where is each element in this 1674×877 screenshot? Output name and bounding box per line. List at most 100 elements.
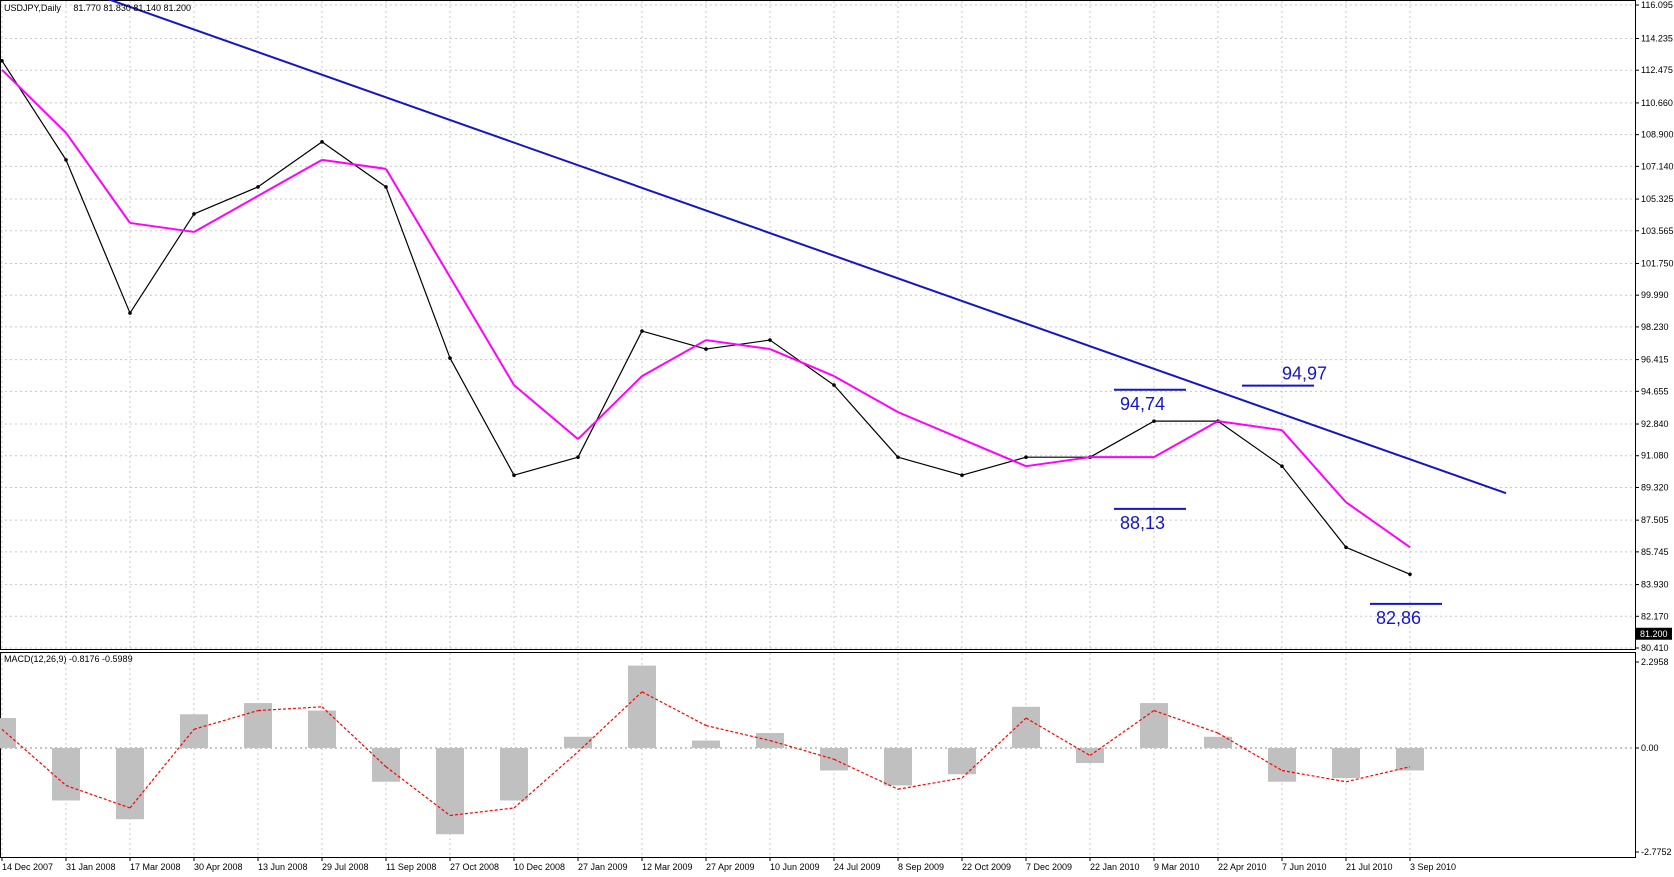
current-price-label: 81.200 [1640, 629, 1668, 639]
ma-segment [385, 168, 451, 278]
price-point [1344, 545, 1348, 550]
price-tick-label: 103.565 [1641, 226, 1674, 236]
macd-histogram-bar [1268, 748, 1296, 782]
price-segment [513, 456, 579, 476]
price-point [192, 212, 196, 216]
price-segment [833, 384, 899, 458]
price-tick-label: 96.415 [1641, 355, 1669, 365]
macd-signal-segment [385, 766, 451, 816]
macd-signal-segment [129, 728, 195, 809]
macd-histogram-bar [948, 748, 976, 775]
macd-histogram-bar [308, 710, 336, 749]
macd-signal-segment [193, 709, 259, 730]
date-tick-label: 21 Jul 2010 [1346, 862, 1393, 872]
price-tick-label: 110.660 [1641, 98, 1673, 108]
moving-average [1, 69, 1411, 549]
price-point [1152, 419, 1156, 423]
macd-histogram-bar [0, 718, 16, 749]
price-tick-label: 116.095 [1641, 0, 1673, 10]
date-tick-label: 27 Jan 2009 [578, 862, 628, 872]
price-point [1408, 572, 1412, 577]
current-price-box [1636, 627, 1672, 640]
price-segment [193, 186, 259, 215]
price-point [320, 140, 324, 144]
ma-segment [449, 276, 515, 386]
date-tick-label: 8 Sep 2009 [898, 862, 944, 872]
price-point [1280, 464, 1284, 468]
date-tick-label: 24 Jul 2009 [834, 862, 881, 872]
level-label: 82,86 [1376, 608, 1421, 628]
ma-segment [1153, 420, 1219, 459]
price-tick-label: 87.505 [1641, 515, 1669, 525]
macd-signal-segment [641, 691, 707, 727]
price-tick-label: 101.750 [1641, 258, 1674, 268]
date-tick-label: 17 Mar 2008 [130, 862, 181, 872]
date-tick-label: 30 Apr 2008 [194, 862, 243, 872]
macd-signal-segment [897, 777, 963, 790]
macd-histogram-bar [628, 665, 656, 749]
price-tick-label: 105.325 [1641, 194, 1674, 204]
macd-histogram-bar [564, 736, 592, 749]
date-tick-label: 27 Apr 2009 [706, 862, 755, 872]
ma-segment [1217, 420, 1283, 432]
date-tick-label: 14 Dec 2007 [2, 862, 53, 872]
price-tick-label: 89.320 [1641, 482, 1669, 492]
macd-histogram-bar [180, 714, 208, 749]
macd-histogram-bar [52, 748, 80, 801]
price-point [256, 185, 260, 189]
date-tick-label: 10 Jun 2009 [770, 862, 820, 872]
ma-segment [1281, 429, 1347, 503]
macd-group [0, 665, 1635, 835]
ma-segment [705, 339, 771, 351]
price-tick-label: 94.655 [1641, 386, 1669, 396]
macd-signal-segment [1217, 732, 1283, 772]
price-tick-label: 92.840 [1641, 419, 1669, 429]
price-segment [1217, 420, 1283, 467]
price-point [704, 347, 708, 351]
macd-histogram-bar [500, 748, 528, 801]
price-segment [385, 186, 451, 359]
ma-segment [897, 411, 963, 441]
price-segment [897, 456, 963, 476]
macd-signal-segment [1153, 709, 1219, 734]
level-label: 94,74 [1120, 394, 1165, 414]
price-segment [1281, 465, 1347, 548]
levels-group: 94,74 94,97 88,13 82,86 [1114, 364, 1442, 628]
price-tick-label: 83.930 [1641, 580, 1669, 590]
macd-histogram-bar [1204, 736, 1232, 749]
trendline-group [107, 0, 1507, 495]
chart-frame [0, 0, 1636, 858]
price-tick-label: 114.235 [1641, 34, 1673, 44]
price-point [64, 158, 68, 162]
price-tick-label: 99.990 [1641, 290, 1669, 300]
ma-segment [641, 339, 707, 377]
price-point [128, 311, 132, 315]
ma-segment [513, 384, 579, 440]
downtrend-line [107, 0, 1507, 495]
macd-signal-segment [1281, 769, 1347, 783]
price-tick-label: 82.170 [1641, 611, 1669, 621]
price-tick-label: 107.140 [1641, 161, 1674, 171]
price-point [768, 338, 772, 342]
ma-segment [1345, 501, 1411, 549]
date-tick-label: 9 Mar 2010 [1154, 862, 1200, 872]
macd-signal-segment [769, 739, 835, 760]
ma-segment [577, 375, 643, 440]
date-tick-label: 7 Jun 2010 [1282, 862, 1327, 872]
price-tick-label: 91.080 [1641, 451, 1669, 461]
price-point [832, 383, 836, 387]
macd-histogram-bar [372, 748, 400, 782]
date-tick-label: 3 Sep 2010 [1410, 862, 1456, 872]
price-segment [961, 456, 1027, 476]
price-panel-frame [0, 0, 1636, 650]
ma-segment [129, 221, 195, 233]
macd-signal-segment [833, 758, 899, 790]
price-segment [1, 60, 67, 161]
price-tick-label: 85.745 [1641, 547, 1669, 557]
price-segment [65, 159, 131, 314]
price-tick-label: 98.230 [1641, 322, 1669, 332]
macd-tick-label: -2.7752 [1641, 847, 1672, 857]
macd-signal-segment [1025, 717, 1091, 757]
macd-histogram-bar [884, 748, 912, 786]
